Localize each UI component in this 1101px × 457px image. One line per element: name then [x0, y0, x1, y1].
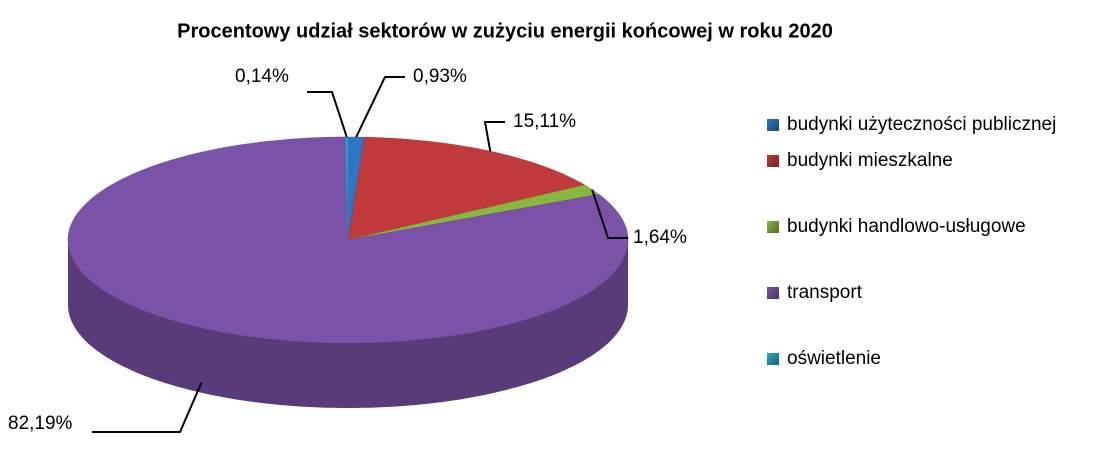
- data-label: 1,64%: [633, 227, 687, 248]
- legend-swatch: [767, 155, 779, 167]
- legend-label: transport: [787, 282, 862, 303]
- pie-sides: [68, 240, 628, 408]
- leader-line: [92, 382, 203, 433]
- legend-swatch: [767, 353, 779, 365]
- legend-label: budynki mieszkalne: [787, 150, 953, 171]
- chart-title: Procentowy udział sektorów w zużyciu ene…: [177, 20, 833, 42]
- data-label: 0,14%: [235, 66, 289, 87]
- legend-item: budynki użyteczności publicznej: [765, 110, 1100, 140]
- legend-item: budynki mieszkalne: [765, 146, 1100, 176]
- legend-label: budynki użyteczności publicznej: [787, 114, 1057, 135]
- slice: [345, 136, 349, 241]
- slice-side: [68, 240, 628, 408]
- legend-item: oświetlenie: [765, 344, 1100, 374]
- leader-line: [355, 76, 405, 138]
- data-label: 82,19%: [8, 413, 73, 434]
- legend-item: budynki handlowo-usługowe: [765, 212, 1100, 242]
- leader-line: [483, 121, 505, 152]
- legend-swatch: [767, 119, 779, 131]
- data-label: 15,11%: [513, 111, 576, 132]
- slice: [347, 136, 586, 241]
- legend-swatch: [767, 287, 779, 299]
- legend-label: budynki handlowo-usługowe: [787, 216, 1026, 237]
- legend-label: oświetlenie: [787, 348, 881, 369]
- leader-line: [591, 189, 628, 239]
- legend: budynki użyteczności publicznej budynki m…: [765, 110, 1100, 410]
- legend-item: transport: [765, 278, 1100, 308]
- leader-line: [307, 91, 348, 138]
- legend-swatch: [767, 221, 779, 233]
- data-label: 0,93%: [413, 66, 467, 87]
